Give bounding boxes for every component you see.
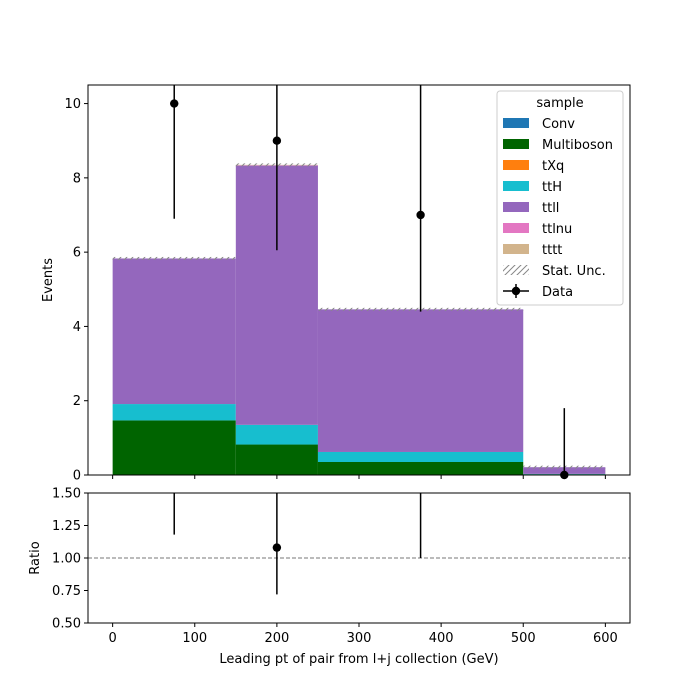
- data-point: [170, 99, 179, 108]
- legend-label: Stat. Unc.: [542, 264, 606, 279]
- x-tick-label: 200: [264, 631, 289, 646]
- stack-bar: [112, 404, 236, 421]
- legend-swatch: [503, 139, 529, 149]
- legend-data-marker: [511, 286, 521, 296]
- legend-swatch: [503, 202, 529, 212]
- series-multiboson: [112, 420, 606, 475]
- stack-bar: [235, 444, 318, 475]
- ratio-panel: 0.50 0.75 1.00 1.25 1.50 0 100 200 300 400 500 600 R…: [28, 487, 631, 667]
- legend-label: tttt: [542, 243, 562, 258]
- ratio-point: [272, 543, 282, 552]
- legend-item: ttH: [503, 180, 562, 195]
- ratio-y-tick-label: 1.25: [52, 519, 81, 534]
- legend-label: Data: [542, 285, 573, 300]
- legend: sample Conv Multiboson tXq ttH ttll ttlnu tttt S…: [496, 90, 624, 306]
- legend-item: Conv: [503, 117, 575, 132]
- ratio-y-tick-label: 1.50: [52, 487, 81, 502]
- ratio-y-tick-label: 0.75: [52, 584, 81, 599]
- legend-item: Stat. Unc.: [503, 264, 606, 279]
- ratio-y-axis-label: Ratio: [28, 541, 43, 574]
- legend-label: ttll: [542, 201, 559, 216]
- main-panel: 0 2 4 6 8 10 Events: [41, 84, 631, 484]
- y-tick-label: 10: [64, 97, 81, 112]
- legend-label: ttH: [542, 180, 562, 195]
- x-tick-label: 600: [593, 631, 618, 646]
- ratio-y-tick-label: 1.00: [52, 552, 81, 567]
- legend-item: Multiboson: [503, 138, 613, 153]
- ratio-y-tick-label: 0.50: [52, 617, 81, 632]
- legend-label: ttlnu: [542, 222, 572, 237]
- y-axis-label: Events: [41, 258, 56, 302]
- y-tick-label: 0: [73, 469, 81, 484]
- legend-item: ttlnu: [503, 222, 572, 237]
- stack-bar: [112, 258, 236, 405]
- x-tick-label: 300: [347, 631, 372, 646]
- stack-bar: [235, 424, 318, 445]
- y-tick-label: 2: [73, 394, 81, 409]
- x-axis-label: Leading pt of pair from l+j collection (…: [219, 652, 498, 667]
- legend-label: Conv: [542, 117, 575, 132]
- legend-swatch: [503, 160, 529, 170]
- legend-item: tttt: [503, 243, 562, 258]
- legend-item: Data: [503, 284, 573, 300]
- legend-swatch: [503, 181, 529, 191]
- x-tick-label: 0: [108, 631, 116, 646]
- legend-item: tXq: [503, 159, 564, 174]
- y-tick-label: 4: [73, 320, 81, 335]
- stack-bar: [317, 462, 524, 475]
- legend-swatch: [503, 244, 529, 254]
- data-point: [272, 136, 282, 145]
- legend-title: sample: [536, 96, 583, 111]
- x-tick-label: 500: [511, 631, 536, 646]
- y-tick-label: 6: [73, 246, 81, 261]
- series-ttll: [112, 165, 606, 474]
- y-tick-label: 8: [73, 171, 81, 186]
- x-tick-label: 400: [429, 631, 454, 646]
- data-points: [170, 85, 569, 480]
- legend-swatch: [503, 118, 529, 128]
- legend-swatch: [503, 223, 529, 233]
- legend-label: tXq: [542, 159, 564, 174]
- series-tth: [112, 404, 606, 475]
- legend-item: ttll: [503, 201, 559, 216]
- stat-unc-rect: [112, 256, 236, 260]
- x-tick-label: 100: [182, 631, 207, 646]
- stack-bar: [112, 420, 236, 475]
- stack-bar: [317, 451, 524, 462]
- stack-bar: [317, 309, 524, 452]
- data-point: [416, 210, 425, 220]
- legend-swatch-hatch: [503, 265, 529, 275]
- legend-label: Multiboson: [542, 138, 613, 153]
